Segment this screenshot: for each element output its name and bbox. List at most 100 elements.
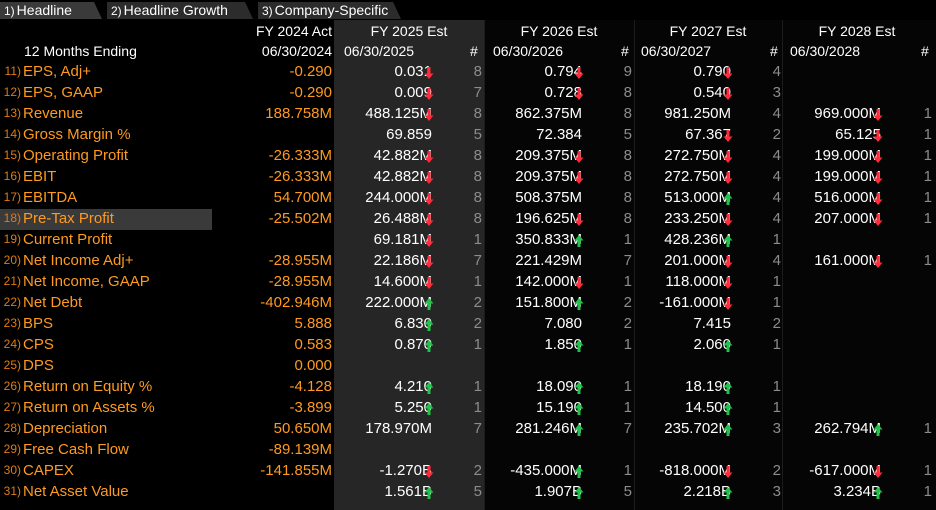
estimate-value-fy2027[interactable]: 0.540 bbox=[693, 84, 731, 101]
estimate-value-fy2025[interactable]: 1.561B bbox=[384, 483, 432, 500]
table-row[interactable]: 17) EBITDA 54.700M 244.000M 8 508.375M 8 513.00… bbox=[0, 188, 936, 209]
estimate-value-fy2027[interactable]: 233.250M bbox=[664, 210, 731, 227]
metric-label[interactable]: Free Cash Flow bbox=[23, 441, 129, 458]
table-row[interactable]: 25) DPS 0.000 bbox=[0, 356, 936, 377]
estimate-value-fy2027[interactable]: 67.367 bbox=[685, 126, 731, 143]
estimate-value-fy2026[interactable]: 209.375M bbox=[515, 168, 582, 185]
estimate-value-fy2028[interactable]: 262.794M bbox=[814, 420, 881, 437]
estimate-value-fy2026[interactable]: 350.833M bbox=[515, 231, 582, 248]
estimate-value-fy2026[interactable]: 1.907B bbox=[534, 483, 582, 500]
metric-label[interactable]: Operating Profit bbox=[23, 147, 129, 164]
estimate-value-fy2025[interactable]: 69.181M bbox=[373, 231, 432, 248]
estimate-value-fy2025[interactable]: 244.000M bbox=[365, 189, 432, 206]
metric-label[interactable]: DPS bbox=[23, 357, 54, 374]
table-row[interactable]: 27) Return on Assets % -3.899 5.250 1 15.190 1… bbox=[0, 398, 936, 419]
estimate-value-fy2026[interactable]: 15.190 bbox=[536, 399, 582, 416]
metric-label[interactable]: Revenue bbox=[23, 105, 84, 122]
estimate-value-fy2027[interactable]: 0.790 bbox=[693, 63, 731, 80]
metric-label[interactable]: EPS, Adj+ bbox=[23, 63, 91, 80]
estimate-value-fy2026[interactable]: 72.384 bbox=[536, 126, 582, 143]
estimate-value-fy2027[interactable]: 7.415 bbox=[693, 315, 731, 332]
estimate-value-fy2025[interactable]: 6.830 bbox=[394, 315, 432, 332]
metric-label[interactable]: Net Debt bbox=[23, 294, 83, 311]
table-row[interactable]: 18) Pre-Tax Profit -25.502M 26.488M 8 196.625… bbox=[0, 209, 936, 230]
estimate-value-fy2027[interactable]: -161.000M bbox=[659, 294, 731, 311]
estimate-value-fy2027[interactable]: 2.060 bbox=[693, 336, 731, 353]
table-row[interactable]: 23) BPS 5.888 6.830 2 7.080 2 7.415 2 bbox=[0, 314, 936, 335]
estimate-value-fy2025[interactable]: -1.270B bbox=[379, 462, 432, 479]
estimate-value-fy2027[interactable]: 428.236M bbox=[664, 231, 731, 248]
metric-label[interactable]: CAPEX bbox=[23, 462, 74, 479]
metric-label[interactable]: CPS bbox=[23, 336, 54, 353]
table-row[interactable]: 16) EBIT -26.333M 42.882M 8 209.375M 8 272.750M… bbox=[0, 167, 936, 188]
metric-label[interactable]: Current Profit bbox=[23, 231, 113, 248]
estimate-value-fy2026[interactable]: 281.246M bbox=[515, 420, 582, 437]
estimate-value-fy2026[interactable]: 209.375M bbox=[515, 147, 582, 164]
estimate-value-fy2025[interactable]: 222.000M bbox=[365, 294, 432, 311]
estimate-value-fy2028[interactable]: 161.000M bbox=[814, 252, 881, 269]
table-row[interactable]: 20) Net Income Adj+ -28.955M 22.186M 7 221.42… bbox=[0, 251, 936, 272]
estimate-value-fy2026[interactable]: 0.728 bbox=[544, 84, 582, 101]
estimate-value-fy2028[interactable]: 199.000M bbox=[814, 147, 881, 164]
estimate-value-fy2025[interactable]: 42.882M bbox=[373, 168, 432, 185]
estimate-value-fy2025[interactable]: 69.859 bbox=[386, 126, 432, 143]
estimate-value-fy2028[interactable]: 65.125 bbox=[835, 126, 881, 143]
estimate-value-fy2026[interactable]: 7.080 bbox=[544, 315, 582, 332]
estimate-value-fy2026[interactable]: 151.800M bbox=[515, 294, 582, 311]
table-row[interactable]: 31) Net Asset Value 1.561B 5 1.907B 5 2.218B 3 3… bbox=[0, 482, 936, 503]
tab-headline[interactable]: 1) Headline bbox=[0, 2, 94, 19]
table-row[interactable]: 21) Net Income, GAAP -28.955M 14.600M 1 142.0… bbox=[0, 272, 936, 293]
estimate-value-fy2027[interactable]: 201.000M bbox=[664, 252, 731, 269]
table-row[interactable]: 26) Return on Equity % -4.128 4.210 1 18.090 1… bbox=[0, 377, 936, 398]
estimate-value-fy2025[interactable]: 42.882M bbox=[373, 147, 432, 164]
estimate-value-fy2026[interactable]: 862.375M bbox=[515, 105, 582, 122]
metric-label[interactable]: Gross Margin % bbox=[23, 126, 131, 143]
metric-label[interactable]: EBITDA bbox=[23, 189, 78, 206]
estimate-value-fy2025[interactable]: 0.009 bbox=[394, 84, 432, 101]
estimate-value-fy2026[interactable]: 18.090 bbox=[536, 378, 582, 395]
estimate-value-fy2026[interactable]: 1.850 bbox=[544, 336, 582, 353]
estimate-value-fy2025[interactable]: 178.970M bbox=[365, 420, 432, 437]
table-row[interactable]: 19) Current Profit 69.181M 1 350.833M 1 428.23… bbox=[0, 230, 936, 251]
metric-label[interactable]: Net Income, GAAP bbox=[23, 273, 150, 290]
estimate-value-fy2027[interactable]: 2.218B bbox=[683, 483, 731, 500]
table-row[interactable]: 24) CPS 0.583 0.870 1 1.850 1 2.060 1 bbox=[0, 335, 936, 356]
table-row[interactable]: 12) EPS, GAAP -0.290 0.009 7 0.728 8 0.540 3 bbox=[0, 83, 936, 104]
estimate-value-fy2025[interactable]: 5.250 bbox=[394, 399, 432, 416]
estimate-value-fy2026[interactable]: 196.625M bbox=[515, 210, 582, 227]
estimate-value-fy2025[interactable]: 26.488M bbox=[373, 210, 432, 227]
table-row[interactable]: 28) Depreciation 50.650M 178.970M 7 281.246M 7… bbox=[0, 419, 936, 440]
table-row[interactable]: 15) Operating Profit -26.333M 42.882M 8 209.3… bbox=[0, 146, 936, 167]
estimate-value-fy2027[interactable]: -818.000M bbox=[659, 462, 731, 479]
estimate-value-fy2027[interactable]: 235.702M bbox=[664, 420, 731, 437]
metric-label[interactable]: BPS bbox=[23, 315, 54, 332]
table-row[interactable]: 29) Free Cash Flow -89.139M bbox=[0, 440, 936, 461]
estimate-value-fy2025[interactable]: 0.031 bbox=[394, 63, 432, 80]
estimate-value-fy2026[interactable]: 142.000M bbox=[515, 273, 582, 290]
estimate-value-fy2027[interactable]: 272.750M bbox=[664, 147, 731, 164]
estimate-value-fy2026[interactable]: 508.375M bbox=[515, 189, 582, 206]
estimate-value-fy2028[interactable]: -617.000M bbox=[809, 462, 881, 479]
tab-company-specific[interactable]: 3) Company-Specific bbox=[258, 2, 393, 19]
estimate-value-fy2028[interactable]: 3.234B bbox=[833, 483, 881, 500]
estimate-value-fy2028[interactable]: 199.000M bbox=[814, 168, 881, 185]
estimate-value-fy2027[interactable]: 14.500 bbox=[685, 399, 731, 416]
estimate-value-fy2025[interactable]: 0.870 bbox=[394, 336, 432, 353]
table-row[interactable]: 30) CAPEX -141.855M -1.270B 2 -435.000M 1 -818.… bbox=[0, 461, 936, 482]
table-row[interactable]: 13) Revenue 188.758M 488.125M 8 862.375M 8 981.… bbox=[0, 104, 936, 125]
metric-label[interactable]: Return on Equity % bbox=[23, 378, 153, 395]
table-row[interactable]: 14) Gross Margin % 69.859 5 72.384 5 67.367 2 65… bbox=[0, 125, 936, 146]
estimate-value-fy2027[interactable]: 513.000M bbox=[664, 189, 731, 206]
estimate-value-fy2028[interactable]: 516.000M bbox=[814, 189, 881, 206]
tab-headline-growth[interactable]: 2) Headline Growth bbox=[107, 2, 245, 19]
estimate-value-fy2027[interactable]: 118.000M bbox=[665, 273, 731, 290]
estimate-value-fy2028[interactable]: 207.000M bbox=[814, 210, 881, 227]
metric-label[interactable]: Pre-Tax Profit bbox=[23, 210, 114, 227]
estimate-value-fy2027[interactable]: 18.190 bbox=[685, 378, 731, 395]
estimate-value-fy2026[interactable]: 221.429M bbox=[515, 252, 582, 269]
estimate-value-fy2025[interactable]: 488.125M bbox=[365, 105, 432, 122]
estimate-value-fy2025[interactable]: 4.210 bbox=[394, 378, 432, 395]
estimate-value-fy2027[interactable]: 272.750M bbox=[664, 168, 731, 185]
metric-label[interactable]: Depreciation bbox=[23, 420, 108, 437]
metric-label[interactable]: Net Income Adj+ bbox=[23, 252, 134, 269]
